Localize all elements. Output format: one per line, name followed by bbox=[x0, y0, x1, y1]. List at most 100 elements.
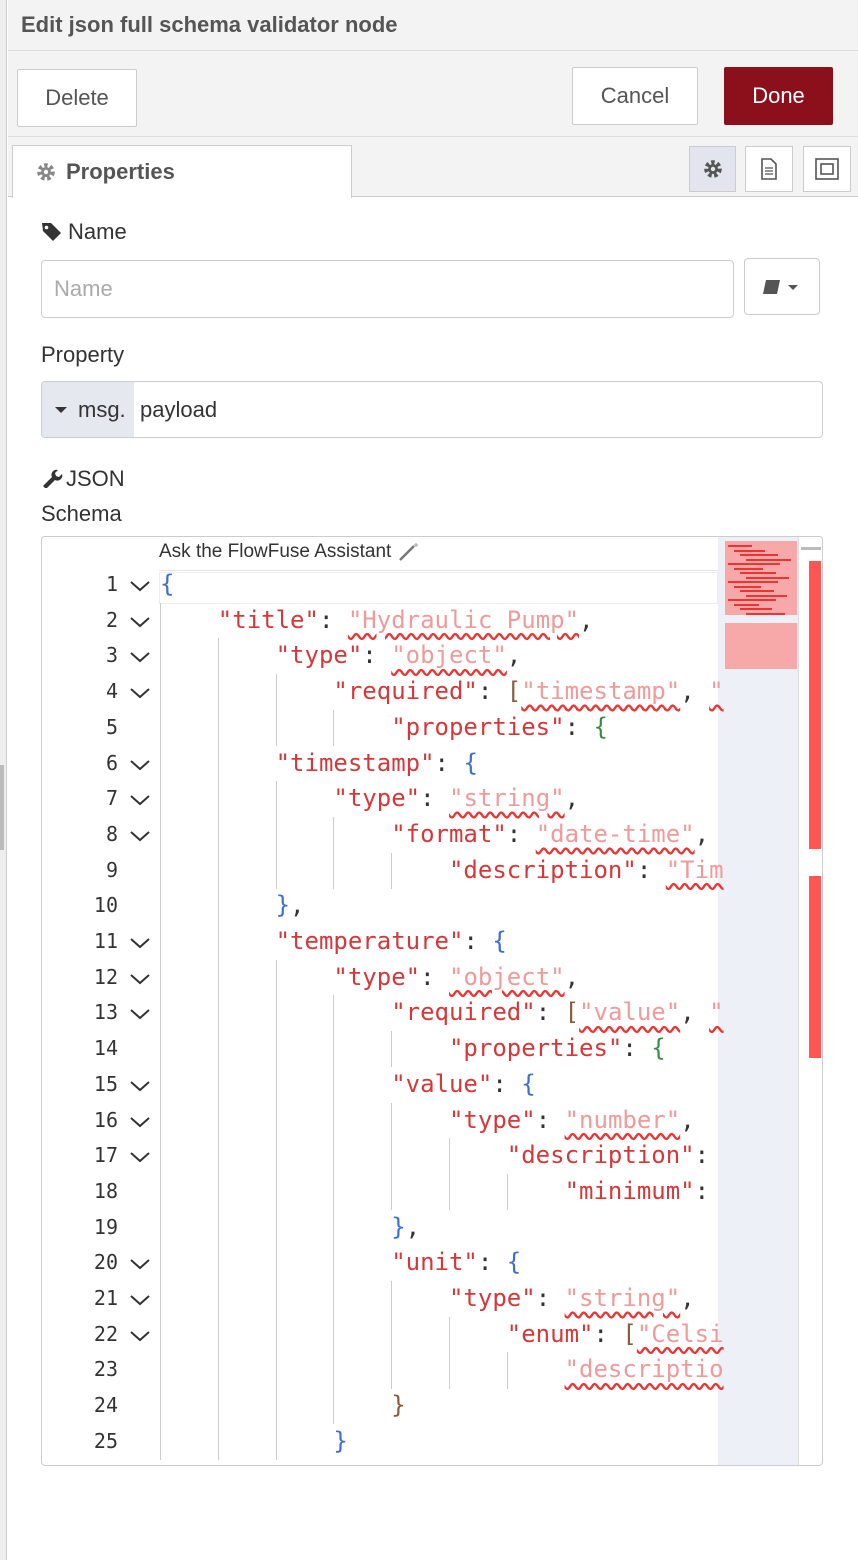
token: { bbox=[463, 748, 478, 777]
code-line: }, bbox=[160, 1210, 420, 1246]
token: { bbox=[160, 570, 175, 598]
fold-toggle[interactable] bbox=[129, 1079, 151, 1093]
name-input[interactable]: Name bbox=[41, 260, 734, 318]
indent-guide bbox=[160, 816, 161, 854]
token: : bbox=[535, 998, 565, 1027]
token bbox=[160, 749, 276, 777]
line-number: 5 bbox=[105, 714, 118, 739]
minimap-line bbox=[728, 599, 776, 601]
fold-toggle[interactable] bbox=[129, 1329, 151, 1343]
hint-text: Ask the FlowFuse Assistant bbox=[159, 541, 392, 562]
token bbox=[160, 1070, 391, 1098]
token bbox=[160, 963, 333, 991]
indent-guide bbox=[160, 1281, 161, 1318]
appearance-tab-icon[interactable] bbox=[803, 146, 851, 192]
indent-guide bbox=[275, 1066, 277, 1103]
fold-toggle[interactable] bbox=[129, 1257, 151, 1271]
indent-guide bbox=[333, 1245, 335, 1282]
fold-toggle[interactable] bbox=[129, 1150, 151, 1164]
code-line: "properties": { bbox=[160, 1031, 666, 1067]
indent-guide bbox=[275, 1209, 277, 1246]
delete-button[interactable]: Delete bbox=[17, 69, 137, 127]
minimap-line bbox=[746, 576, 789, 579]
token bbox=[160, 1355, 565, 1383]
code-line: } bbox=[160, 1388, 405, 1424]
token: , bbox=[564, 962, 580, 991]
token bbox=[160, 1248, 391, 1276]
minimap-line bbox=[734, 585, 761, 588]
indent-guide bbox=[217, 1209, 219, 1246]
book-icon bbox=[763, 279, 798, 294]
divider bbox=[8, 50, 858, 51]
schema-label: JSON Schema bbox=[41, 461, 141, 531]
fold-toggle[interactable] bbox=[129, 650, 151, 664]
line-number: 16 bbox=[93, 1107, 118, 1132]
token: { bbox=[651, 1034, 666, 1063]
tag-icon bbox=[42, 223, 61, 241]
indent-guide bbox=[217, 995, 219, 1032]
indent-guide bbox=[217, 638, 219, 675]
properties-tab[interactable]: Properties bbox=[12, 145, 352, 198]
indent-guide bbox=[160, 888, 161, 925]
fold-toggle[interactable] bbox=[129, 829, 151, 843]
code-line: "type": "object", bbox=[160, 638, 522, 674]
indent-guide bbox=[391, 1031, 393, 1068]
settings-tab-icon[interactable] bbox=[689, 146, 736, 192]
token: , bbox=[680, 1284, 695, 1312]
indent-guide bbox=[275, 1423, 277, 1460]
token: "description" bbox=[448, 855, 637, 884]
file-icon bbox=[761, 158, 777, 180]
fold-toggle[interactable] bbox=[129, 615, 151, 629]
indent-guide bbox=[217, 1281, 219, 1318]
fold-toggle[interactable] bbox=[129, 686, 151, 700]
indent-guide bbox=[275, 1316, 277, 1353]
indent-guide bbox=[217, 1102, 219, 1139]
line-number: 13 bbox=[93, 1000, 118, 1025]
code-line: "type": "object", bbox=[160, 960, 579, 996]
code-line: "title": "Hydraulic Pump", bbox=[160, 603, 594, 639]
indent-guide bbox=[160, 1245, 161, 1282]
indent-guide bbox=[506, 1352, 508, 1389]
fold-toggle[interactable] bbox=[129, 1007, 151, 1021]
token bbox=[160, 677, 333, 705]
description-tab-icon[interactable] bbox=[745, 146, 793, 192]
token: " bbox=[709, 998, 724, 1027]
token: "object" bbox=[449, 962, 565, 991]
indent-guide bbox=[160, 924, 161, 961]
token: { bbox=[492, 927, 507, 955]
gear-icon bbox=[37, 163, 55, 181]
fold-toggle[interactable] bbox=[129, 1293, 151, 1307]
line-number: 12 bbox=[93, 964, 118, 989]
token: , bbox=[290, 891, 305, 920]
indent-guide bbox=[160, 1388, 161, 1425]
code-editor[interactable]: Ask the FlowFuse Assistant 1 {2 "title": … bbox=[41, 536, 823, 1466]
indent-guide bbox=[275, 1102, 277, 1139]
library-button[interactable] bbox=[744, 258, 820, 315]
code-line: "value": { bbox=[160, 1067, 536, 1103]
minimap-line bbox=[734, 549, 765, 552]
indent-guide bbox=[217, 1245, 219, 1282]
frame-icon bbox=[815, 158, 839, 180]
fold-toggle[interactable] bbox=[129, 936, 151, 950]
token: : bbox=[477, 677, 507, 706]
indent-guide bbox=[217, 745, 219, 782]
token bbox=[160, 856, 449, 884]
wand-icon bbox=[399, 543, 419, 561]
assistant-hint[interactable]: Ask the FlowFuse Assistant bbox=[159, 541, 421, 563]
token: "temperature" bbox=[275, 927, 464, 955]
indent-guide bbox=[449, 1352, 450, 1389]
token: " bbox=[709, 677, 724, 706]
fold-toggle[interactable] bbox=[129, 793, 151, 807]
fold-toggle[interactable] bbox=[129, 1115, 151, 1129]
done-button[interactable]: Done bbox=[724, 67, 833, 125]
type-selector[interactable]: msg. bbox=[42, 382, 134, 437]
indent-guide bbox=[333, 995, 335, 1032]
fold-toggle[interactable] bbox=[129, 758, 151, 772]
resize-handle[interactable] bbox=[0, 765, 4, 850]
cancel-button[interactable]: Cancel bbox=[572, 67, 698, 125]
indent-guide bbox=[217, 1423, 219, 1460]
fold-toggle[interactable] bbox=[129, 972, 151, 986]
fold-toggle[interactable] bbox=[129, 579, 151, 593]
property-input[interactable]: msg. payload bbox=[41, 381, 823, 438]
indent-guide bbox=[391, 1316, 393, 1353]
